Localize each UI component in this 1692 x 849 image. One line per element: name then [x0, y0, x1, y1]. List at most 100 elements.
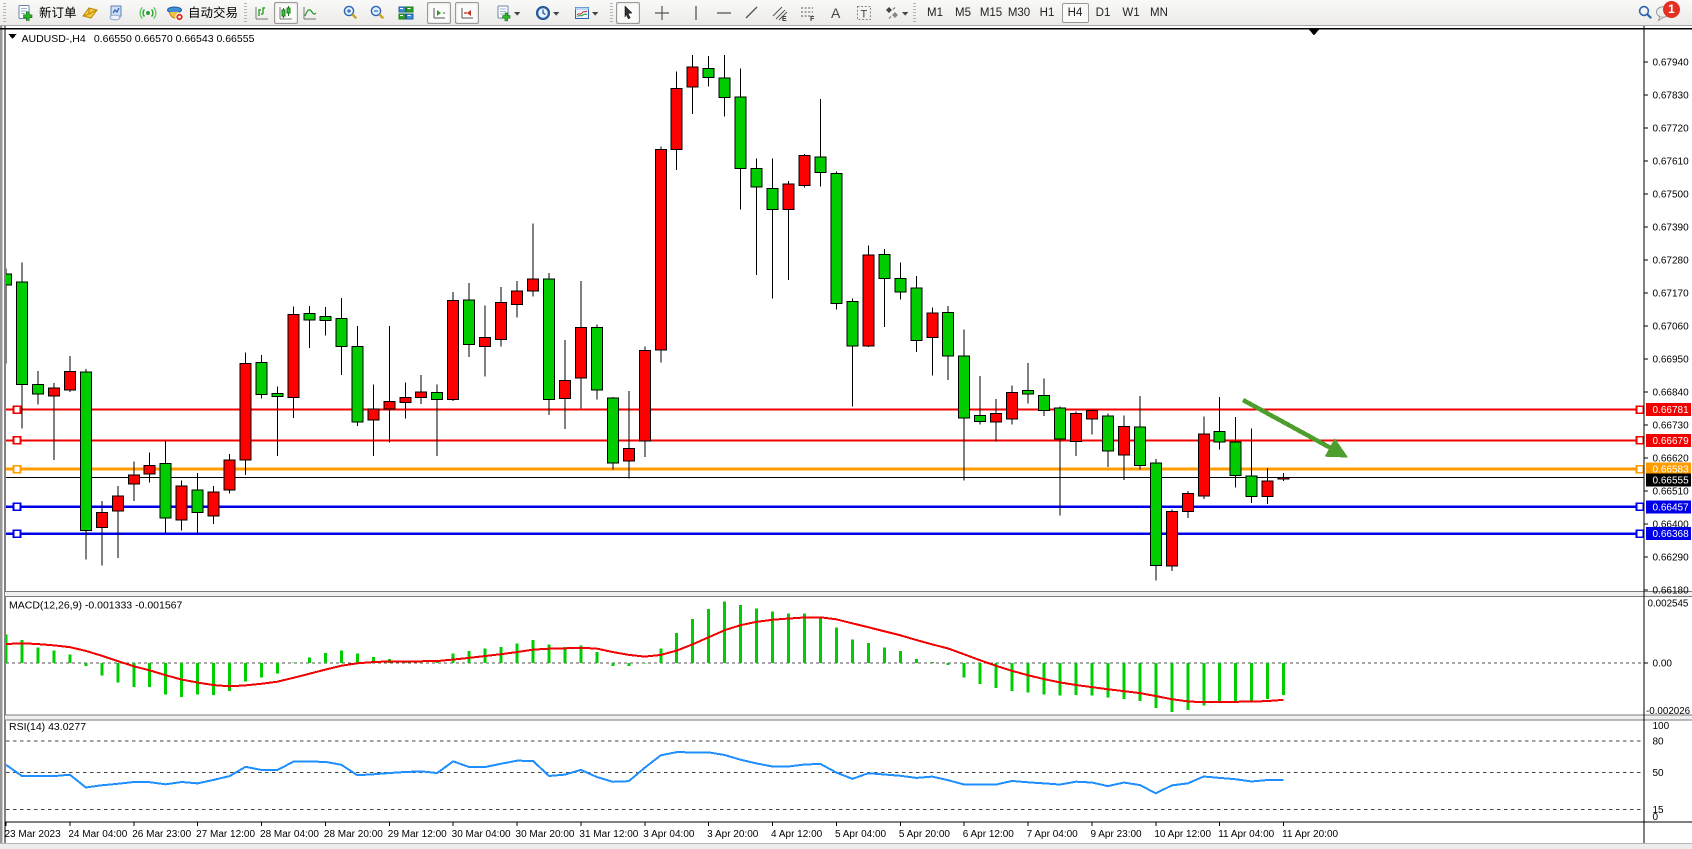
text-icon: A	[831, 5, 841, 21]
templates-button[interactable]	[570, 2, 603, 24]
trendline-button[interactable]	[740, 2, 764, 24]
timeframe-h4-button[interactable]: H4	[1061, 3, 1089, 23]
timeframe-m15-button[interactable]: M15	[979, 7, 1003, 19]
candle-body	[79, 371, 92, 532]
signals-button[interactable]	[136, 2, 160, 24]
indicators-icon	[497, 5, 511, 22]
svg-text:E: E	[782, 16, 787, 22]
price-axis-label: 0.66950	[1653, 355, 1690, 366]
crosshair-button[interactable]	[650, 2, 674, 24]
fibonacci-button[interactable]: F	[796, 2, 820, 24]
time-axis-label: 31 Mar 12:00	[579, 829, 638, 840]
cursor-icon	[624, 5, 633, 20]
candle-body	[351, 346, 364, 423]
channel-icon: E	[772, 6, 788, 22]
cursor-button[interactable]	[616, 2, 640, 24]
time-axis-label: 6 Apr 12:00	[963, 829, 1015, 840]
candle-body	[622, 447, 635, 462]
window-frame-left	[0, 26, 3, 849]
time-axis-label: 27 Mar 12:00	[196, 829, 255, 840]
candle-body	[990, 413, 1003, 423]
price-badge-label: 0.66368	[1653, 529, 1690, 540]
candle-body	[814, 156, 827, 174]
candle-body	[479, 336, 492, 347]
time-axis-label: 29 Mar 12:00	[388, 829, 447, 840]
time-axis-label: 11 Apr 04:00	[1218, 829, 1274, 840]
price-axis-label: 0.67720	[1653, 124, 1690, 135]
trendline-icon	[745, 6, 758, 19]
timeframe-m30-button[interactable]: M30	[1007, 7, 1031, 19]
toolbar: E F A T M1 M5 M15 M30 H1 H4 D1 W1 MN 1	[0, 0, 1692, 26]
time-axis-label: 23 Mar 2023	[5, 829, 62, 840]
candle-body	[558, 379, 571, 400]
candle-body	[734, 96, 747, 169]
candle-body	[111, 495, 124, 512]
rsi-axis-label: 15	[1653, 805, 1665, 816]
indicators-button[interactable]	[492, 2, 525, 24]
hline-icon	[717, 12, 731, 14]
zoom-in-button[interactable]	[338, 2, 362, 24]
horizontal-line-button[interactable]	[712, 2, 736, 24]
autotrading-button[interactable]	[161, 2, 244, 24]
templates-icon	[575, 7, 589, 19]
candle-body	[319, 315, 332, 321]
timeframe-m1-button[interactable]: M1	[927, 7, 943, 19]
timeframe-d1-button[interactable]: D1	[1095, 7, 1111, 19]
toolbar-group-setup	[492, 1, 603, 25]
timeframe-h1-button[interactable]: H1	[1039, 7, 1055, 19]
candle-body	[798, 155, 811, 187]
price-axis-label: 0.66840	[1653, 388, 1690, 399]
periods-button[interactable]	[531, 2, 564, 24]
channel-button[interactable]: E	[768, 2, 792, 24]
timeframe-mn-button[interactable]: MN	[1150, 7, 1168, 19]
candle-body	[1085, 410, 1098, 420]
candle-body	[495, 302, 508, 341]
toolbar-group-history	[104, 1, 128, 25]
candle-body	[718, 77, 731, 98]
autotrading-label	[190, 6, 237, 19]
bar-chart-button[interactable]	[250, 2, 274, 24]
price-axis-label: 0.67940	[1653, 58, 1690, 69]
main-chart-panel	[6, 54, 1644, 581]
line-chart-button[interactable]	[298, 2, 322, 24]
auto-scroll-button[interactable]	[427, 2, 451, 24]
macd-label: MACD(12,26,9) -0.001333 -0.001567	[9, 600, 183, 612]
search-button[interactable]	[1633, 2, 1657, 24]
candle-body	[942, 312, 955, 357]
candlestick-chart-button[interactable]	[274, 2, 298, 24]
toolbar-grip	[244, 3, 247, 22]
chart-shift-button[interactable]	[455, 2, 479, 24]
timeframe-w1-button[interactable]: W1	[1122, 7, 1140, 19]
new-order-button[interactable]	[12, 2, 82, 24]
rsi-line	[6, 751, 1284, 795]
label-button[interactable]: T	[852, 2, 876, 24]
tile-windows-button[interactable]	[394, 2, 418, 24]
rsi-label: RSI(14) 43.0277	[9, 721, 86, 733]
chart-title: AUDUSD-,H4 0.66550 0.66570 0.66543 0.665…	[22, 33, 255, 45]
dropdown-caret-icon	[514, 12, 521, 16]
candle-body	[1229, 441, 1242, 476]
chart-canvas[interactable]: 0.67940 0.67830 0.67720 0.67610 0.67500 0.673…	[0, 26, 1692, 849]
chat-button[interactable]: 1	[1652, 1, 1680, 24]
candle-body	[894, 277, 907, 293]
time-axis-label: 28 Mar 20:00	[324, 829, 383, 840]
zoom-out-button[interactable]	[365, 2, 389, 24]
vertical-line-button[interactable]	[684, 2, 708, 24]
toolbar-grip	[3, 3, 6, 22]
toolbar-group-chat: 1	[1652, 1, 1680, 25]
calendar-button[interactable]	[78, 2, 102, 24]
account-history-button[interactable]	[104, 2, 128, 24]
macd-axis-min: -0.002026	[1646, 706, 1691, 717]
candle-body	[47, 387, 60, 397]
line-handle	[1635, 502, 1644, 512]
candle-body	[1038, 394, 1051, 412]
text-button[interactable]: A	[824, 2, 848, 24]
line-chart-icon	[303, 7, 317, 20]
timeframe-m5-button[interactable]: M5	[955, 7, 971, 19]
time-axis-label: 24 Mar 04:00	[68, 829, 127, 840]
time-axis-label: 30 Mar 04:00	[452, 829, 511, 840]
candle-body	[766, 187, 779, 210]
arrows-button[interactable]	[880, 2, 913, 24]
candle-body	[143, 465, 156, 475]
